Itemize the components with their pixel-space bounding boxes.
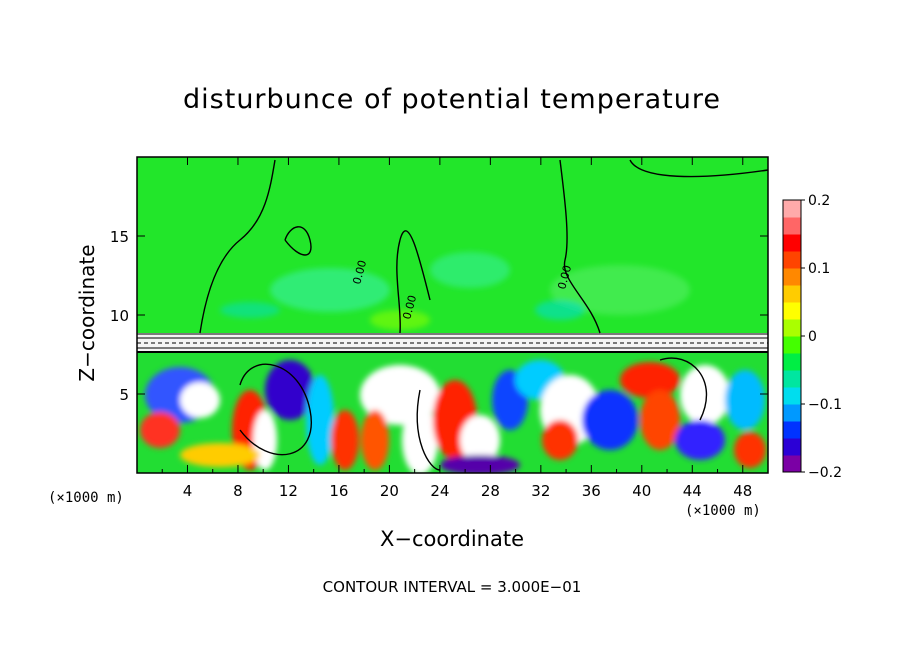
contour-label: 0.00 (555, 264, 574, 291)
colorbar-tick-label: −0.1 (808, 397, 842, 413)
contour-lines (199, 159, 768, 471)
colorbar-swatch (783, 302, 801, 320)
x-unit-label-left: (×1000 m) (48, 490, 124, 506)
colorbar-swatch (783, 268, 801, 286)
x-tick-label: 44 (683, 482, 702, 500)
x-tick-label: 48 (733, 482, 752, 500)
x-tick-label: 4 (183, 482, 193, 500)
y-tick-label: 5 (119, 386, 129, 404)
x-tick-label: 36 (582, 482, 601, 500)
colorbar-swatch (783, 217, 801, 235)
x-axis: 4 8 12 16 20 24 28 32 36 40 44 48 (161, 157, 752, 500)
colorbar-swatch (783, 336, 801, 354)
colorbar-swatch (783, 353, 801, 371)
colorbar-swatch (783, 404, 801, 422)
colorbar: 0.2 0.1 0 −0.1 −0.2 (782, 193, 842, 481)
y-axis: 5 10 15 (110, 228, 768, 404)
x-tick-label: 24 (430, 482, 449, 500)
x-axis-label: X−coordinate (380, 527, 524, 551)
colorbar-swatch (783, 438, 801, 456)
x-tick-label: 40 (632, 482, 651, 500)
x-tick-label: 20 (380, 482, 399, 500)
colorbar-swatch (783, 370, 801, 388)
colorbar-swatch (783, 251, 801, 269)
colorbar-swatch (783, 285, 801, 303)
colorbar-tick-label: 0 (808, 329, 817, 345)
colorbar-tick-label: 0.1 (808, 261, 830, 277)
colorbar-swatch (783, 387, 801, 405)
colorbar-swatch (783, 455, 801, 473)
contour-label: 0.00 (350, 259, 369, 286)
contour-interval-note: CONTOUR INTERVAL = 3.000E−01 (322, 578, 582, 596)
chart-title: disturbunce of potential temperature (183, 84, 721, 115)
x-tick-label: 12 (279, 482, 298, 500)
y-tick-label: 10 (110, 307, 129, 325)
colorbar-swatch (783, 319, 801, 337)
colorbar-swatch (783, 234, 801, 252)
y-tick-label: 15 (110, 228, 129, 246)
x-tick-label: 8 (233, 482, 243, 500)
x-tick-label: 32 (531, 482, 550, 500)
x-unit-label-right: (×1000 m) (685, 503, 761, 519)
colorbar-swatch (783, 421, 801, 439)
inversion-band-contours (137, 333, 768, 353)
contour-label: 0.00 (400, 294, 419, 321)
x-tick-label: 28 (481, 482, 500, 500)
colorbar-tick-label: 0.2 (808, 193, 830, 209)
colorbar-tick-label: −0.2 (808, 465, 842, 481)
heatmap-field (137, 157, 768, 473)
x-tick-label: 16 (329, 482, 348, 500)
colorbar-swatch (783, 200, 801, 218)
y-axis-label: Z−coordinate (75, 244, 99, 382)
